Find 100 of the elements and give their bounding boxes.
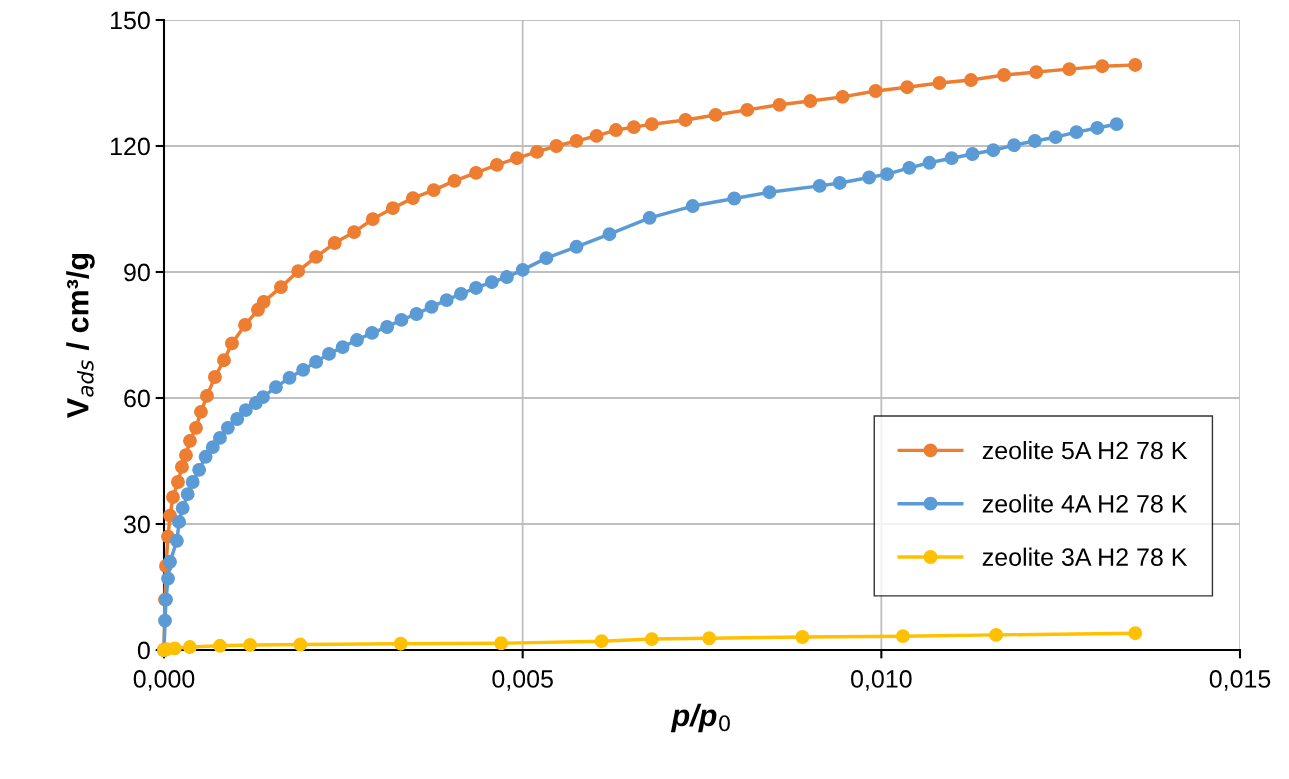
- point: [880, 167, 895, 182]
- y-axis-title: V$_{ads}$ / cm³/g: [66, 254, 95, 419]
- point: [256, 390, 270, 405]
- point: [1069, 125, 1084, 140]
- point: [902, 160, 917, 175]
- point: [772, 97, 787, 112]
- point: [484, 275, 499, 290]
- point: [158, 613, 172, 628]
- y-tick-label: 30: [123, 515, 150, 534]
- y-tick-label: 0: [137, 641, 150, 660]
- point: [291, 264, 306, 279]
- point: [207, 370, 222, 384]
- point: [385, 201, 400, 216]
- point: [172, 514, 187, 529]
- point: [1128, 57, 1143, 72]
- point: [895, 629, 910, 644]
- point: [439, 293, 454, 308]
- point: [1095, 59, 1110, 74]
- point: [965, 147, 980, 161]
- point: [293, 637, 308, 652]
- point: [426, 183, 441, 198]
- point: [1090, 120, 1105, 135]
- point: [189, 420, 203, 435]
- point: [256, 294, 271, 309]
- point: [832, 176, 847, 190]
- point: [243, 638, 258, 652]
- point: [296, 362, 311, 377]
- point: [594, 634, 609, 649]
- point: [515, 262, 530, 277]
- point: [174, 459, 189, 474]
- point: [469, 281, 483, 295]
- point: [803, 94, 818, 109]
- point: [424, 299, 439, 314]
- point: [762, 185, 777, 200]
- y-tick-label: 60: [124, 389, 150, 408]
- point: [230, 412, 245, 426]
- point: [335, 340, 350, 355]
- point: [183, 433, 197, 448]
- point: [182, 640, 197, 655]
- point: [795, 630, 810, 644]
- y-tick-label: 150: [111, 11, 150, 30]
- point: [589, 128, 604, 143]
- point: [944, 151, 959, 166]
- point: [380, 320, 395, 334]
- point: [192, 462, 207, 477]
- point: [171, 475, 185, 489]
- point: [217, 353, 231, 368]
- point: [1128, 626, 1143, 641]
- point: [509, 151, 524, 166]
- point: [365, 325, 379, 340]
- point: [644, 632, 659, 647]
- point: [569, 239, 584, 254]
- point: [608, 123, 623, 137]
- point: [309, 249, 324, 264]
- point: [213, 430, 227, 445]
- point: [193, 404, 208, 419]
- point: [393, 636, 408, 651]
- point: [678, 113, 693, 127]
- point: [530, 144, 544, 159]
- point: [273, 280, 288, 295]
- point: [1007, 138, 1021, 153]
- point: [868, 84, 883, 98]
- point: [1048, 130, 1063, 145]
- point: [812, 178, 827, 193]
- point: [394, 312, 409, 327]
- point: [494, 636, 509, 651]
- point: [569, 134, 584, 148]
- point: [602, 227, 617, 242]
- point: [708, 107, 723, 122]
- point: [224, 336, 239, 351]
- point: [932, 76, 947, 90]
- point: [740, 102, 755, 117]
- point: [322, 346, 336, 361]
- x-axis-title: p/p$_{0}$: [670, 703, 730, 733]
- point: [268, 380, 283, 395]
- point: [238, 403, 253, 418]
- point: [702, 631, 717, 646]
- point: [1062, 62, 1077, 77]
- point: [539, 251, 554, 266]
- y-tick-label: 90: [124, 263, 150, 282]
- point: [727, 191, 742, 206]
- point: [238, 317, 253, 332]
- point: [365, 212, 380, 227]
- x-tick-label: 0,010: [851, 670, 912, 691]
- point: [180, 487, 195, 502]
- point: [997, 68, 1011, 82]
- point: [213, 638, 227, 653]
- point: [489, 157, 504, 172]
- point: [1029, 65, 1044, 80]
- point: [644, 117, 659, 132]
- point: [282, 370, 297, 385]
- point: [469, 165, 483, 180]
- point: [989, 627, 1004, 642]
- legend-label: zeolite 3A H2 78 K: [982, 547, 1188, 566]
- x-tick-label: 0,005: [492, 670, 553, 691]
- legend-label: zeolite 5A H2 78 K: [982, 441, 1188, 460]
- point: [169, 533, 184, 548]
- point: [447, 173, 462, 188]
- point: [964, 73, 978, 88]
- point: [166, 490, 180, 505]
